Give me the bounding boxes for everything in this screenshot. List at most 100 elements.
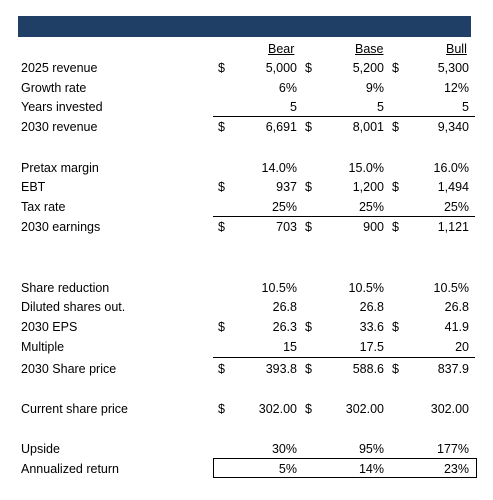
bull-value: 5,300	[437, 61, 469, 75]
base-value: 10.5%	[348, 281, 384, 295]
table-row: 2030 Share price $393.8 $588.6 $837.9	[0, 360, 493, 378]
row-label: EBT	[21, 180, 46, 194]
bear-value: 10.5%	[261, 281, 297, 295]
bear-value: 5,000	[265, 61, 297, 75]
currency-symbol: $	[218, 180, 225, 194]
row-label: Current share price	[21, 402, 128, 416]
bear-value: 703	[276, 220, 297, 234]
row-label: Tax rate	[21, 200, 66, 214]
table-row: 2030 EPS $26.3 $33.6 $41.9	[0, 318, 493, 336]
row-label: 2030 earnings	[21, 220, 101, 234]
currency-symbol: $	[392, 220, 399, 234]
bear-value: 6,691	[265, 120, 297, 134]
row-label: Growth rate	[21, 81, 87, 95]
row-label: Upside	[21, 442, 60, 456]
currency-symbol: $	[392, 180, 399, 194]
row-label: 2030 revenue	[21, 120, 98, 134]
base-value: 8,001	[352, 120, 384, 134]
row-label: Multiple	[21, 340, 65, 354]
bull-value: 177%	[437, 442, 469, 456]
currency-symbol: $	[218, 402, 225, 416]
base-value: 5	[377, 100, 384, 114]
base-value: 17.5	[359, 340, 384, 354]
bull-value: 9,340	[437, 120, 469, 134]
table-row: 2030 earnings $703 $900 $1,121	[0, 218, 493, 236]
base-value: 14%	[358, 462, 384, 476]
bull-value: 837.9	[437, 362, 469, 376]
bear-value: 393.8	[265, 362, 297, 376]
base-value: 33.6	[359, 320, 384, 334]
base-value: 1,200	[352, 180, 384, 194]
table-row: Share reduction 10.5% 10.5% 10.5%	[0, 279, 493, 297]
table-row: Upside 30% 95% 177%	[0, 440, 493, 458]
bull-value: 16.0%	[433, 161, 469, 175]
table-row: Multiple 15 17.5 20	[0, 338, 493, 356]
bull-value: 5	[462, 100, 469, 114]
currency-symbol: $	[218, 120, 225, 134]
bear-value: 26.3	[272, 320, 297, 334]
table-row: Tax rate 25% 25% 25%	[0, 198, 493, 216]
column-header-bull: Bull	[446, 42, 467, 56]
column-header-base: Base	[355, 42, 384, 56]
currency-symbol: $	[392, 362, 399, 376]
currency-symbol: $	[218, 362, 225, 376]
row-label: Years invested	[21, 100, 103, 114]
bear-value: 15	[283, 340, 297, 354]
table-row: Years invested 5 5 5	[0, 98, 493, 116]
currency-symbol: $	[218, 61, 225, 75]
bear-value: 14.0%	[261, 161, 297, 175]
currency-symbol: $	[218, 220, 225, 234]
currency-symbol: $	[305, 320, 312, 334]
bull-value: 10.5%	[433, 281, 469, 295]
base-value: 302.00	[345, 402, 384, 416]
bull-value: 302.00	[430, 402, 469, 416]
base-value: 15.0%	[348, 161, 384, 175]
currency-symbol: $	[305, 362, 312, 376]
total-rule	[213, 216, 475, 217]
bear-value: 26.8	[272, 300, 297, 314]
bear-value: 6%	[278, 81, 297, 95]
base-value: 9%	[365, 81, 384, 95]
column-header-bear: Bear	[268, 42, 295, 56]
row-label: 2030 EPS	[21, 320, 78, 334]
currency-symbol: $	[305, 180, 312, 194]
header-banner	[18, 16, 471, 37]
bear-value: 302.00	[258, 402, 297, 416]
bear-value: 5	[290, 100, 297, 114]
base-value: 26.8	[359, 300, 384, 314]
bull-value: 12%	[443, 81, 469, 95]
bull-value: 23%	[443, 462, 469, 476]
base-value: 5,200	[352, 61, 384, 75]
row-label: Pretax margin	[21, 161, 99, 175]
row-label: 2030 Share price	[21, 362, 117, 376]
table-row: Current share price $302.00 $302.00 302.00	[0, 400, 493, 418]
table-row: 2030 revenue $6,691 $8,001 $9,340	[0, 118, 493, 136]
bear-value: 5%	[278, 462, 297, 476]
table-row: 2025 revenue $5,000 $5,200 $5,300	[0, 59, 493, 77]
table-row: Annualized return 5% 14% 23%	[0, 460, 493, 478]
currency-symbol: $	[392, 120, 399, 134]
table-row: EBT $937 $1,200 $1,494	[0, 178, 493, 196]
currency-symbol: $	[218, 320, 225, 334]
currency-symbol: $	[305, 402, 312, 416]
total-rule	[213, 357, 475, 358]
row-label: 2025 revenue	[21, 61, 98, 75]
currency-symbol: $	[392, 320, 399, 334]
currency-symbol: $	[392, 61, 399, 75]
currency-symbol: $	[305, 61, 312, 75]
table-row: Diluted shares out. 26.8 26.8 26.8	[0, 298, 493, 316]
row-label: Annualized return	[21, 462, 119, 476]
bear-value: 937	[276, 180, 297, 194]
bull-value: 1,121	[437, 220, 469, 234]
base-value: 95%	[358, 442, 384, 456]
annualized-return-box	[213, 458, 477, 478]
bull-value: 25%	[443, 200, 469, 214]
base-value: 588.6	[352, 362, 384, 376]
currency-symbol: $	[305, 220, 312, 234]
row-label: Diluted shares out.	[21, 300, 126, 314]
table-row: Pretax margin 14.0% 15.0% 16.0%	[0, 159, 493, 177]
base-value: 900	[363, 220, 384, 234]
bear-value: 25%	[271, 200, 297, 214]
total-rule	[213, 116, 475, 117]
row-label: Share reduction	[21, 281, 110, 295]
